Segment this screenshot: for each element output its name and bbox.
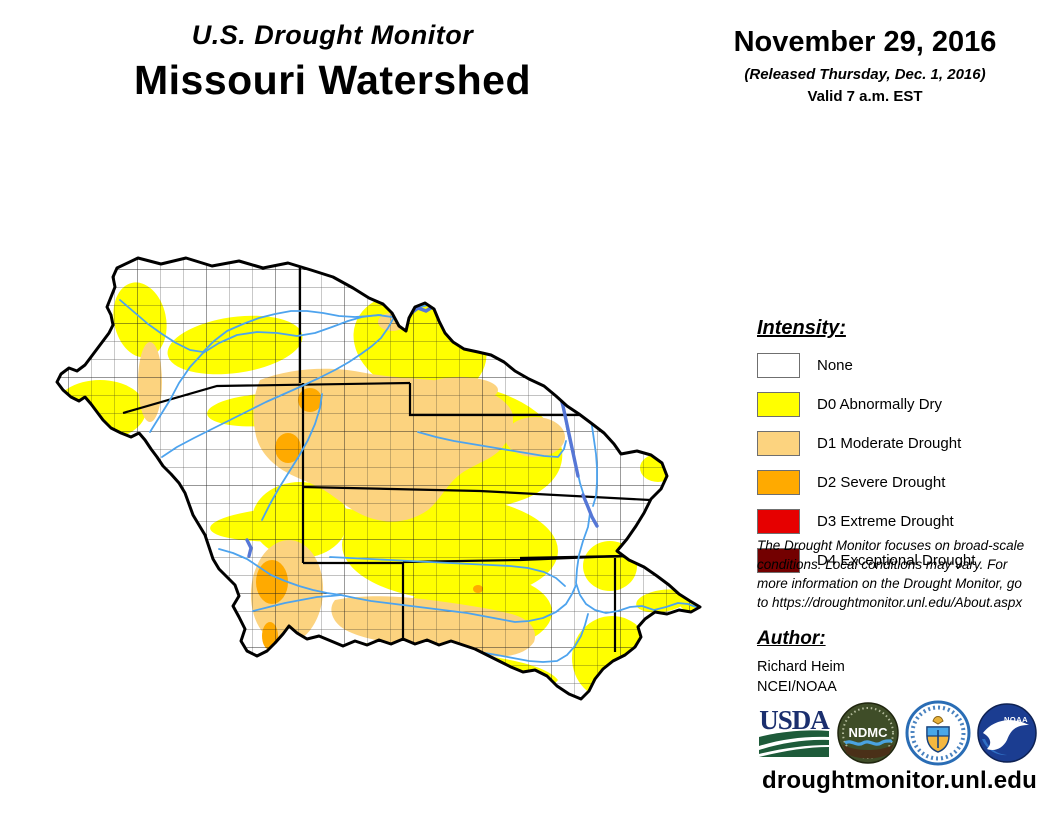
agency-logos: USDA NDMC NOAA [757,700,1037,766]
watershed-outline [55,256,702,701]
legend-label: D2 Severe Drought [817,473,946,491]
release-date: (Released Thursday, Dec. 1, 2016) [744,66,986,83]
noaa-logo-text: NOAA [1004,715,1028,724]
usda-logo-text: USDA [759,705,830,735]
disclaimer-text: The Drought Monitor focuses on broad-sca… [757,538,1025,611]
valid-time: Valid 7 a.m. EST [807,88,923,105]
legend-label: D4 Exceptional Drought [817,551,976,569]
ndmc-logo: NDMC [837,702,899,764]
swatch-none [757,352,800,378]
legend-item-d3: D3 Extreme Drought [757,508,1042,534]
author-heading: Author: [757,628,826,649]
swatch-d0 [757,391,800,417]
legend-item-none: None [757,352,1042,378]
swatch-d3 [757,508,800,534]
noaa-logo: NOAA [977,703,1037,763]
map-date: November 29, 2016 [733,26,997,58]
intensity-legend: Intensity: None D0 Abnormally Dry D1 Mod… [757,317,1042,587]
report-kicker: U.S. Drought Monitor [191,20,474,50]
swatch-d4 [757,547,800,573]
author-name: Richard Heim [757,659,845,675]
legend-item-d0: D0 Abnormally Dry [757,391,1042,417]
legend-label: D0 Abnormally Dry [817,395,943,413]
swatch-d1 [757,430,800,456]
site-url: droughtmonitor.unl.edu [761,767,1038,794]
legend-item-d2: D2 Severe Drought [757,469,1042,495]
author-block: Author: Richard Heim NCEI/NOAA [757,628,1029,695]
title-block: U.S. Drought Monitor Missouri Watershed [55,20,610,104]
legend-title: Intensity: [757,317,846,339]
commerce-seal-logo [905,700,971,766]
author-org: NCEI/NOAA [757,679,837,695]
legend-label: None [817,356,853,374]
legend-item-d4: D4 Exceptional Drought [757,547,1042,573]
ndmc-logo-text: NDMC [849,725,889,740]
date-block: November 29, 2016 (Released Thursday, De… [695,26,1035,105]
swatch-d2 [757,469,800,495]
legend-label: D3 Extreme Drought [817,512,954,530]
page-title: Missouri Watershed [133,57,532,103]
legend-list: None D0 Abnormally Dry D1 Moderate Droug… [757,352,1042,573]
legend-item-d1: D1 Moderate Drought [757,430,1042,456]
usda-logo: USDA [759,705,831,757]
legend-label: D1 Moderate Drought [817,434,962,452]
